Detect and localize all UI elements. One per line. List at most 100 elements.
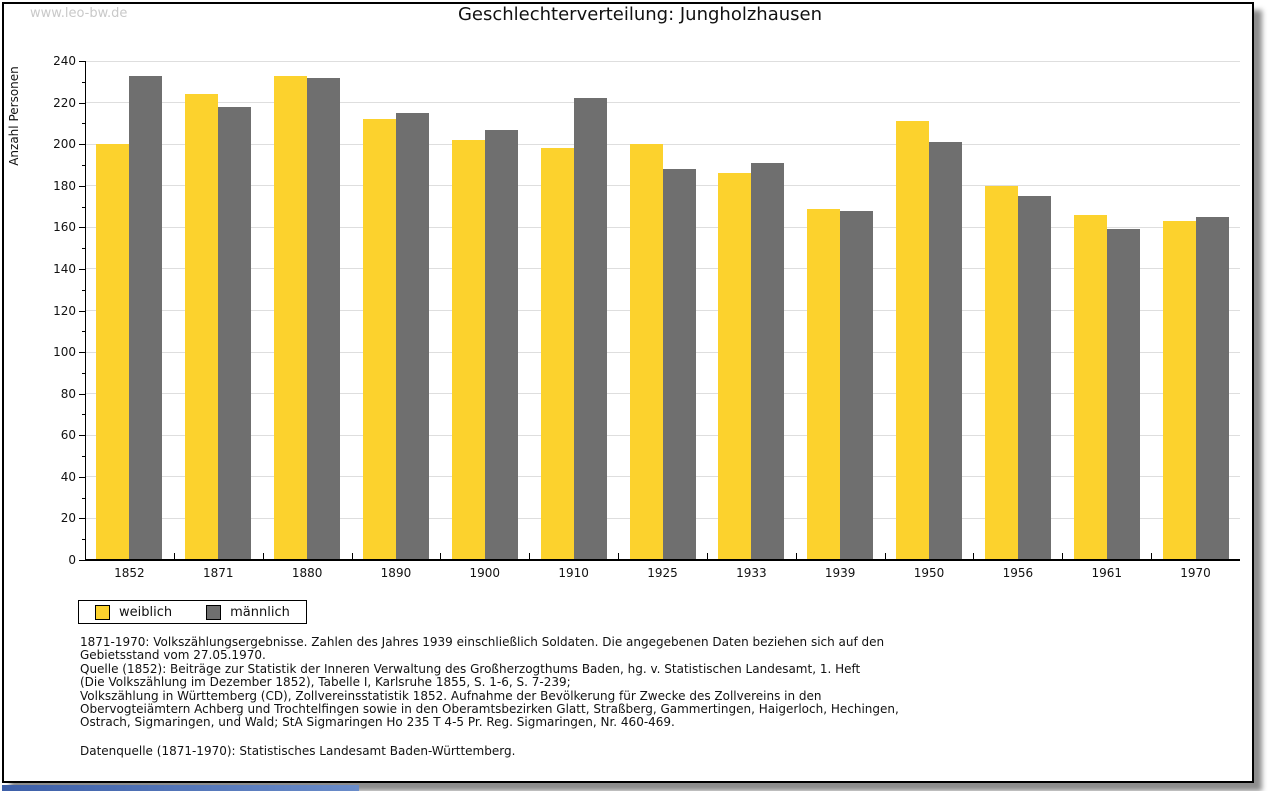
x-axis-boundary-tick xyxy=(262,553,264,560)
y-axis-tick-label: 200 xyxy=(53,137,76,152)
legend-item-weiblich: weiblich xyxy=(95,604,173,620)
bar-weiblich-1910 xyxy=(540,148,574,559)
footnote-line: 1871-1970: Volkszählungsergebnisse. Zahl… xyxy=(80,635,885,649)
bar-weiblich-1970 xyxy=(1162,221,1196,559)
footnote-line: Ostrach, Sigmaringen, und Wald; StA Sigm… xyxy=(80,715,675,730)
y-axis-major-tick xyxy=(79,310,85,312)
x-axis-label-1956: 1956 xyxy=(1002,566,1034,580)
y-axis-minor-tick xyxy=(82,248,85,250)
bar-maennlich-1910 xyxy=(573,98,607,559)
y-axis-major-tick xyxy=(79,518,85,520)
bar-weiblich-1852 xyxy=(96,144,130,559)
y-axis-major-tick xyxy=(79,352,85,354)
y-axis-minor-tick xyxy=(82,414,85,416)
y-axis-tick-label: 140 xyxy=(53,261,76,276)
bar-weiblich-1871 xyxy=(185,94,219,559)
y-axis-major-tick xyxy=(79,144,85,146)
y-axis-tick-label: 80 xyxy=(60,386,76,401)
y-axis-tick-label: 180 xyxy=(53,178,76,193)
bar-maennlich-1970 xyxy=(1195,216,1229,559)
legend-swatch-maennlich xyxy=(206,604,222,620)
y-axis-minor-tick xyxy=(82,206,85,208)
y-axis-tick-label: 40 xyxy=(60,469,76,484)
y-axis-major-tick xyxy=(79,185,85,187)
x-axis-boundary-tick xyxy=(706,553,708,560)
x-axis-label-1880: 1880 xyxy=(291,566,323,580)
bar-weiblich-1939 xyxy=(807,208,841,559)
y-axis-minor-tick xyxy=(82,331,85,333)
gridline xyxy=(85,60,1240,62)
x-axis-label-1950: 1950 xyxy=(913,566,945,580)
y-axis-minor-tick xyxy=(82,164,85,166)
datasource-line: Datenquelle (1871-1970): Statistisches L… xyxy=(80,744,516,758)
chart-title: Geschlechterverteilung: Jungholzhausen xyxy=(457,4,823,25)
footnote-line: Volkszählung in Württemberg (CD), Zollve… xyxy=(80,688,822,703)
gridline xyxy=(85,102,1240,104)
gridline xyxy=(85,143,1240,145)
legend-label-weiblich: weiblich xyxy=(119,604,173,620)
y-axis-major-tick xyxy=(79,560,85,561)
x-axis-label-1939: 1939 xyxy=(824,566,856,580)
bar-weiblich-1890 xyxy=(362,119,396,559)
y-axis-minor-tick xyxy=(82,456,85,458)
bar-maennlich-1880 xyxy=(307,77,341,559)
y-axis-major-tick xyxy=(79,268,85,270)
y-axis-tick-label: 120 xyxy=(53,303,76,318)
y-axis-major-tick xyxy=(79,393,85,395)
x-axis-boundary-tick xyxy=(351,553,353,560)
legend-item-maennlich: männlich xyxy=(206,604,290,620)
x-axis-label-1970: 1970 xyxy=(1180,566,1211,580)
y-axis-major-tick xyxy=(79,227,85,229)
x-axis-line xyxy=(85,559,1240,561)
x-axis-label-1871: 1871 xyxy=(202,566,234,580)
y-axis-title: Anzahl Personen xyxy=(7,66,21,166)
bar-weiblich-1925 xyxy=(629,144,663,559)
page-footer-bar xyxy=(2,785,359,791)
x-axis-boundary-tick xyxy=(973,553,975,560)
y-axis-tick-label: 220 xyxy=(53,95,76,110)
y-axis-major-tick xyxy=(79,476,85,478)
legend-label-maennlich: männlich xyxy=(230,604,290,620)
x-axis-label-1933: 1933 xyxy=(736,566,767,580)
y-axis-minor-tick xyxy=(82,497,85,499)
x-axis-label-1852: 1852 xyxy=(114,566,145,580)
x-axis-boundary-tick xyxy=(618,553,620,560)
bar-maennlich-1933 xyxy=(751,162,785,559)
bar-maennlich-1925 xyxy=(662,169,696,559)
bar-maennlich-1871 xyxy=(218,106,252,559)
y-axis-tick-label: 60 xyxy=(60,428,76,443)
x-axis-boundary-tick xyxy=(1151,553,1153,560)
bar-maennlich-1961 xyxy=(1106,229,1140,559)
y-axis-minor-tick xyxy=(82,289,85,291)
x-axis-boundary-tick xyxy=(884,553,886,560)
bar-weiblich-1950 xyxy=(896,121,930,559)
bar-weiblich-1880 xyxy=(274,75,308,559)
y-axis-major-tick xyxy=(79,61,85,62)
y-axis-minor-tick xyxy=(82,123,85,125)
y-axis-tick-label: 100 xyxy=(53,345,76,360)
footnote-line: (Die Volkszählung im Dezember 1852), Tab… xyxy=(80,675,571,690)
y-axis-tick-label: 20 xyxy=(60,511,76,526)
x-axis-label-1925: 1925 xyxy=(647,566,678,580)
x-axis-boundary-tick xyxy=(173,553,175,560)
y-axis-line xyxy=(85,61,86,560)
bar-weiblich-1956 xyxy=(984,185,1018,559)
y-axis-tick-label: 160 xyxy=(53,220,76,235)
x-axis-label-1910: 1910 xyxy=(558,566,589,580)
bar-maennlich-1852 xyxy=(129,75,163,559)
bar-maennlich-1956 xyxy=(1017,196,1051,559)
legend: weiblich männlich xyxy=(78,600,307,624)
legend-swatch-weiblich xyxy=(95,604,110,620)
bar-weiblich-1933 xyxy=(718,173,752,559)
footnote-line: Obervogteiämtern Achberg und Trochtelfin… xyxy=(80,702,899,717)
y-axis-tick-label: 240 xyxy=(53,54,76,68)
y-axis-minor-tick xyxy=(82,539,85,541)
bar-maennlich-1890 xyxy=(395,112,429,559)
footnote-block: 1871-1970: Volkszählungsergebnisse. Zahl… xyxy=(80,635,940,730)
footnote-line: Gebietsstand vom 27.05.1970. xyxy=(80,648,266,663)
x-axis-label-1900: 1900 xyxy=(469,566,501,580)
x-axis-boundary-tick xyxy=(529,553,531,560)
x-axis-boundary-tick xyxy=(795,553,797,560)
watermark: www.leo-bw.de xyxy=(30,6,128,21)
